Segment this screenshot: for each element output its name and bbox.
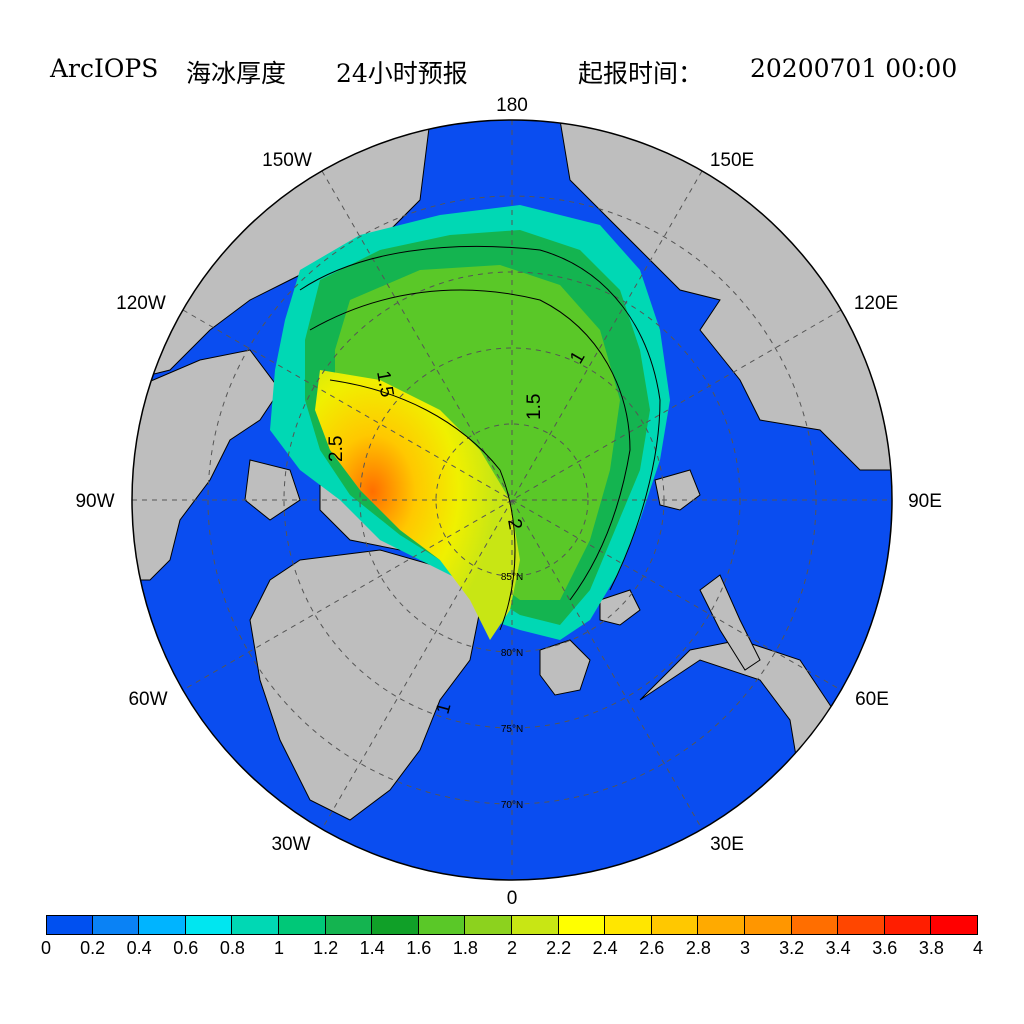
meridian-30e-150w [321,170,703,830]
map-border [131,119,893,881]
colorbar-tick-label: 2.2 [546,938,572,958]
colorbar-swatch [512,915,559,935]
map-field [132,120,892,880]
lat-label-85: 85°N [501,572,523,583]
colorbar-swatch [325,915,373,935]
colorbar-tick-label: 2.8 [685,938,711,958]
lat-label-80: 80°N [501,648,523,659]
colorbar-tick-label: 0.2 [80,938,106,958]
colorbar-tick-label: 4 [972,938,984,958]
colorbar-swatch [46,915,93,935]
colorbar-swatch [745,915,792,935]
contour-label-4: 2.5 [326,436,347,462]
graticule [132,120,892,880]
title-init-time: 20200701 00:00 [750,54,958,83]
meridian-30w-150e [321,170,703,830]
contour-label-3: 2 [503,517,526,531]
colorbar-tick-label: 0.6 [173,938,199,958]
longitude-labels: 180 150E 120E 90E 60E 30E 0 30W 60W 90W … [75,95,941,909]
colorbar-tick-label: 3 [739,938,751,958]
lon-label-60w: 60W [128,689,167,710]
land-novaya-zemlya [699,574,761,671]
colorbar-swatch [884,915,932,935]
contours [299,245,661,631]
lat-label-75: 75°N [501,724,523,735]
lon-label-30w: 30W [271,834,310,855]
lon-label-120e: 120E [854,293,898,314]
colorbar-tick-label: 3.6 [872,938,898,958]
contour-label-1: 1.5 [372,369,397,399]
title-forecast: 24小时预报 [336,59,468,88]
colorbar-swatch [279,915,326,935]
contour-label-2: 1.5 [524,394,545,420]
title-bar: ArcIOPS 海冰厚度 24小时预报 起报时间： 20200701 00:00 [0,54,1024,94]
contour-labels: 1.5 1.5 2 2.5 1 1 [326,348,590,716]
colorbar-tick-label: 1.8 [452,938,478,958]
contour-label-6: 1 [433,701,456,717]
colorbar-swatch [465,915,512,935]
latitude-labels: 85°N 80°N 75°N 70°N [501,572,523,811]
colorbar-swatch [185,915,233,935]
colorbar-swatch [605,915,652,935]
colorbar-swatch [139,915,186,935]
lon-label-120w: 120W [116,293,166,314]
colorbar-tick-label: 2 [506,938,518,958]
colorbar-swatch [651,915,699,935]
meridian-60w-120e [182,309,842,691]
lon-label-0: 0 [507,888,518,909]
colorbar-tick-label: 3.2 [779,938,805,958]
colorbar-swatch [698,915,745,935]
land-svalbard [539,639,591,696]
colorbar-swatch [372,915,419,935]
title-init-label: 起报时间： [578,59,704,88]
lon-label-150e: 150E [710,150,754,171]
colorbar [46,915,978,935]
colorbar-swatch [838,915,885,935]
colorbar-swatch [92,915,140,935]
land-archipelago-b [244,459,301,521]
meridian-60e-120w [182,309,842,691]
lat-circle-85 [435,423,589,577]
colorbar-frame [46,915,978,935]
lon-label-30e: 30E [710,834,744,855]
colorbar-tick-label: 2.4 [592,938,618,958]
colorbar-tick-label: 0 [40,938,52,958]
colorbar-tick-label: 1.6 [406,938,432,958]
colorbar-tick-label: 3.8 [918,938,944,958]
colorbar-tick-label: 0.4 [126,938,152,958]
colorbar-swatch [558,915,606,935]
colorbar-tick-label: 0.8 [219,938,245,958]
colorbar-swatch [791,915,839,935]
colorbar-swatch [418,915,466,935]
colorbar-tick-label: 1 [273,938,285,958]
lon-label-60e: 60E [855,689,889,710]
lon-label-90e: 90E [908,491,942,512]
lon-label-180: 180 [496,95,528,116]
colorbar-tick-label: 1.4 [359,938,385,958]
ice-zone-thick [315,370,520,640]
colorbar-tick-label: 1.2 [313,938,339,958]
land-canada [132,349,281,581]
colorbar-swatch [232,915,279,935]
lon-label-150w: 150W [262,150,312,171]
contour-1 [299,245,661,591]
colorbar-tick-label: 3.4 [825,938,851,958]
lon-label-90w: 90W [75,491,114,512]
contour-2 [329,379,516,631]
colorbar-tick-label: 2.6 [639,938,665,958]
lat-label-70: 70°N [501,800,523,811]
contour-1-5 [309,289,631,601]
title-variable: 海冰厚度 [186,59,287,88]
title-model: ArcIOPS [50,54,159,83]
